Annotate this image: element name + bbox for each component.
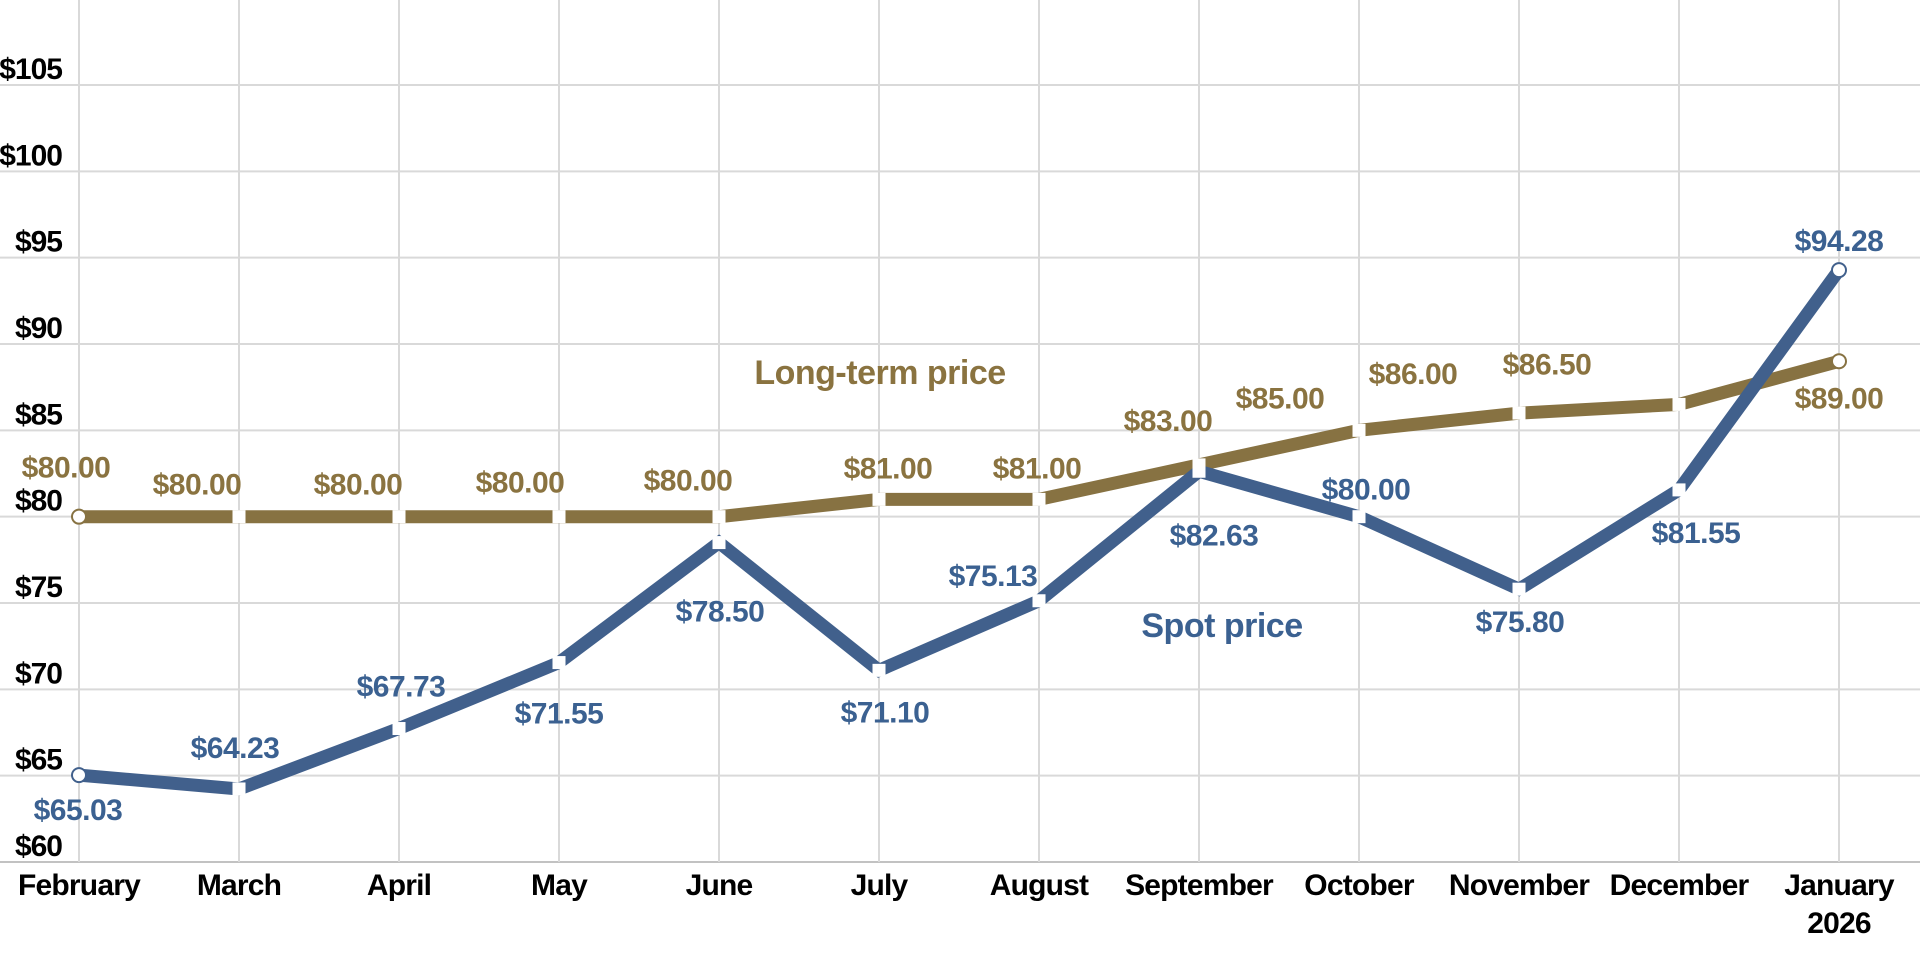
- data-label: $80.00: [1322, 474, 1411, 507]
- series-label-spot: Spot price: [1141, 607, 1302, 645]
- data-point-marker: [1032, 492, 1046, 506]
- x-axis-tick-label: January: [1784, 869, 1895, 902]
- data-label: $71.55: [515, 698, 604, 731]
- data-label: $81.55: [1652, 517, 1741, 550]
- x-axis-tick-label: July: [851, 869, 909, 902]
- x-axis-tick-label: September: [1125, 869, 1274, 902]
- data-point-marker: [71, 508, 87, 525]
- data-label: $82.63: [1170, 519, 1259, 552]
- data-label: $75.13: [949, 560, 1038, 593]
- data-point-marker: [71, 767, 87, 784]
- data-point-marker: [872, 492, 886, 506]
- data-label: $89.00: [1795, 382, 1884, 415]
- y-axis-tick-label: $90: [15, 312, 62, 345]
- long-term-price-line: [72, 354, 1846, 524]
- y-axis-tick-label: $80: [15, 485, 62, 518]
- x-axis-tick-label: February: [18, 869, 141, 902]
- data-label: $78.50: [676, 596, 765, 629]
- data-point-marker: [232, 510, 246, 524]
- data-point-marker: [872, 663, 886, 677]
- data-label: $81.00: [993, 452, 1082, 485]
- x-axis-tick-label: March: [197, 869, 281, 902]
- data-label: $80.00: [314, 469, 403, 502]
- x-axis-tick-label: 2026: [1807, 907, 1871, 940]
- y-axis-tick-label: $85: [15, 398, 62, 431]
- spot-price-line: [72, 263, 1846, 796]
- y-axis-tick-label: $65: [15, 744, 62, 777]
- data-label: $80.00: [22, 452, 111, 485]
- x-axis-tick-label: August: [990, 869, 1089, 902]
- data-point-marker: [1352, 510, 1366, 524]
- data-label: $85.00: [1236, 382, 1325, 415]
- data-label: $86.00: [1369, 358, 1458, 391]
- y-axis-tick-label: $100: [0, 139, 62, 172]
- data-label: $83.00: [1124, 405, 1213, 438]
- y-axis-tick-label: $105: [0, 53, 62, 86]
- data-label: $71.10: [841, 696, 930, 729]
- data-label: $80.00: [153, 469, 242, 502]
- data-label: $64.23: [191, 732, 280, 765]
- data-label: $81.00: [844, 452, 933, 485]
- data-point-marker: [232, 782, 246, 796]
- y-axis-tick-label: $95: [15, 226, 62, 259]
- data-label: $94.28: [1795, 225, 1884, 258]
- data-point-marker: [1512, 406, 1526, 420]
- x-axis-tick-label: April: [367, 869, 431, 902]
- data-point-marker: [712, 510, 726, 524]
- x-axis-tick-label: June: [686, 869, 753, 902]
- data-point-marker: [1672, 483, 1686, 497]
- data-label: $75.80: [1476, 606, 1565, 639]
- data-point-marker: [1512, 582, 1526, 596]
- data-point-marker: [712, 536, 726, 550]
- y-axis-tick-label: $75: [15, 571, 62, 604]
- x-axis-tick-label: November: [1449, 869, 1590, 902]
- data-label: $80.00: [644, 465, 733, 498]
- data-label: $67.73: [357, 671, 446, 704]
- data-point-marker: [1831, 262, 1847, 279]
- y-axis-tick-label: $70: [15, 657, 62, 690]
- data-label: $65.03: [34, 794, 123, 827]
- x-axis-tick-label: May: [531, 869, 588, 902]
- data-point-marker: [1352, 423, 1366, 437]
- data-label: $80.00: [476, 467, 565, 500]
- series-label-long-term: Long-term price: [754, 354, 1005, 392]
- data-point-marker: [392, 722, 406, 736]
- data-point-marker: [552, 656, 566, 670]
- data-point-marker: [552, 510, 566, 524]
- data-label: $86.50: [1503, 348, 1592, 381]
- data-point-marker: [1032, 594, 1046, 608]
- data-point-marker: [392, 510, 406, 524]
- x-axis-tick-label: October: [1304, 869, 1415, 902]
- x-axis-tick-label: December: [1610, 869, 1750, 902]
- y-axis-tick-label: $60: [15, 830, 62, 863]
- data-point-marker: [1831, 353, 1847, 370]
- data-point-marker: [1672, 397, 1686, 411]
- data-point-marker: [1192, 464, 1206, 478]
